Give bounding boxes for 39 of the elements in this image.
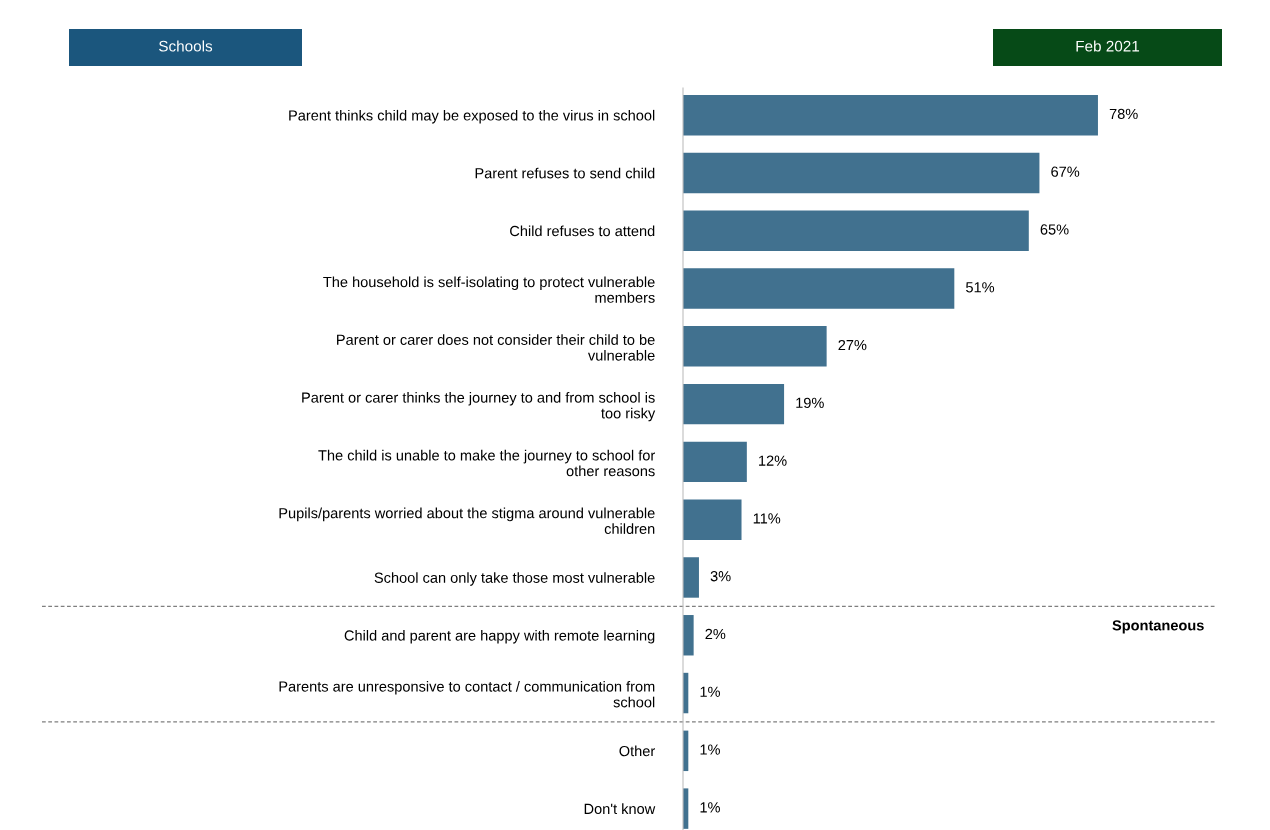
data-label: 2% xyxy=(705,628,726,640)
bar xyxy=(683,210,1029,251)
data-label: 27% xyxy=(838,339,867,351)
bar xyxy=(683,94,1098,136)
bar xyxy=(683,383,785,425)
bar xyxy=(683,557,699,598)
y-tick-label: Don't know xyxy=(584,803,656,815)
data-label: 51% xyxy=(966,282,995,293)
y-tick-label: Parent refuses to send child xyxy=(475,167,655,179)
y-tick-label: The household is self-isolating to protect vulnerable members xyxy=(323,276,655,303)
data-label: 65% xyxy=(1040,224,1069,235)
data-label: 12% xyxy=(759,455,787,466)
bar xyxy=(683,152,1040,194)
bar xyxy=(683,268,955,309)
data-label: 1% xyxy=(700,744,720,755)
data-label: 11% xyxy=(753,513,781,524)
y-tick-label: Parent or carer thinks the journey to and from school is too risky xyxy=(302,392,656,422)
annotation: Spontaneous xyxy=(1112,620,1204,634)
data-label: 3% xyxy=(710,571,731,582)
data-label: 1% xyxy=(700,686,720,697)
y-tick-label: Parents are unresponsive to contact / communication from school xyxy=(279,680,655,708)
bar xyxy=(683,326,827,367)
bar xyxy=(683,615,694,656)
y-tick-label: Parent or carer does not consider their child to be vulnerable xyxy=(337,334,655,361)
y-tick-label: Other xyxy=(619,745,655,757)
y-tick-label: Child and parent are happy with remote learning xyxy=(344,629,655,644)
y-tick-label: Parent thinks child may be exposed to the virus in school xyxy=(289,109,655,124)
chart-subtitle: Feb 2021 xyxy=(1076,40,1140,52)
data-label: 19% xyxy=(796,397,824,409)
data-label: 78% xyxy=(1109,108,1138,120)
data-label: 1% xyxy=(700,802,720,813)
y-tick-label: Pupils/parents worried about the stigma around vulnerable children xyxy=(279,507,655,535)
bar xyxy=(683,441,747,483)
data-label: 67% xyxy=(1051,166,1080,177)
y-tick-label: School can only take those most vulnerable xyxy=(374,572,655,586)
text: Schools xyxy=(159,40,213,52)
y-tick-label: Child refuses to attend xyxy=(510,225,655,237)
y-tick-label: The child is unable to make the journey to school for other reasons xyxy=(318,449,655,477)
bar xyxy=(683,499,742,540)
